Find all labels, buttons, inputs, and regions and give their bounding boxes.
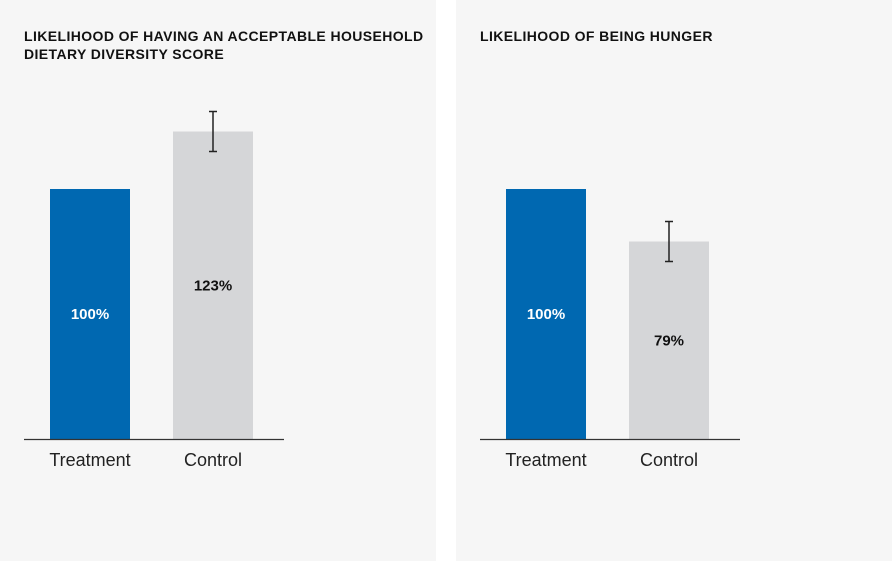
x-tick-label: Treatment — [505, 450, 586, 470]
x-tick-label: Control — [640, 450, 698, 470]
bar-chart-hunger: 100% Treatment 79% Control — [480, 189, 740, 470]
bar-value-label: 79% — [654, 332, 684, 349]
chart-panel-dietary-diversity: LIKELIHOOD OF HAVING AN ACCEPTABLE HOUSE… — [0, 0, 436, 561]
error-bar — [665, 220, 673, 263]
bar-value-label: 100% — [71, 306, 109, 323]
x-tick-label: Treatment — [49, 450, 130, 470]
chart-title: LIKELIHOOD OF BEING HUNGER — [480, 28, 713, 44]
bar-value-label: 100% — [527, 306, 565, 323]
bar-treatment — [50, 189, 130, 439]
bar-chart-dietary-diversity: 100% Treatment 123% Control — [24, 110, 284, 470]
bar-control — [173, 131, 253, 439]
bar-treatment — [506, 189, 586, 439]
chart-panel-hunger: LIKELIHOOD OF BEING HUNGER 100% Treatment… — [456, 0, 892, 561]
chart-title: LIKELIHOOD OF HAVING AN ACCEPTABLE HOUSE… — [24, 28, 424, 62]
error-bar — [209, 110, 217, 153]
x-tick-label: Control — [184, 450, 242, 470]
bar-value-label: 123% — [194, 277, 232, 294]
bar-control — [629, 241, 709, 439]
